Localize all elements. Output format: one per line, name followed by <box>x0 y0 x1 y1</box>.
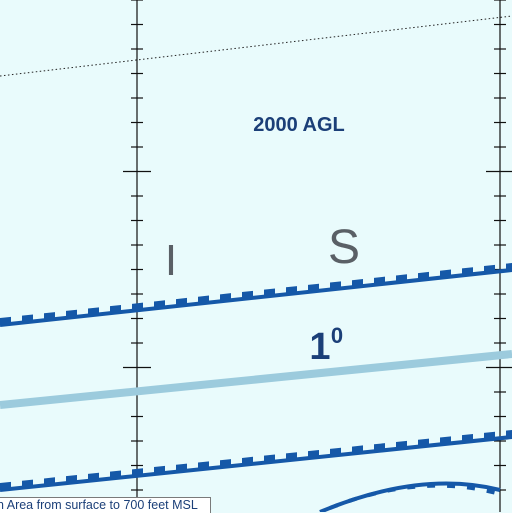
boundary-tooth <box>176 463 187 472</box>
boundary-tooth <box>352 279 363 288</box>
boundary-tooth <box>396 274 407 283</box>
boundary-tooth <box>22 314 33 323</box>
boundary-tooth <box>396 440 407 450</box>
place-letter-i: I <box>165 236 177 285</box>
boundary-tooth <box>22 479 33 488</box>
boundary-tooth <box>484 264 495 274</box>
place-letter-s: S <box>328 221 360 274</box>
boundary-tooth <box>198 295 209 304</box>
boundary-tooth <box>462 267 473 276</box>
boundary-tooth <box>242 290 253 300</box>
boundary-tooth <box>88 472 99 481</box>
boundary-tooth <box>220 293 231 302</box>
boundary-tooth <box>374 276 385 285</box>
degree-minor-label: 0 <box>331 323 343 348</box>
airspace-boundary-upper <box>0 262 512 327</box>
boundary-tooth <box>264 454 275 463</box>
boundary-tooth <box>132 302 143 311</box>
altitude-label: 2000 AGL <box>253 114 345 136</box>
boundary-tooth <box>154 300 165 309</box>
boundary-tooth <box>44 477 55 486</box>
boundary-tooth <box>484 431 495 440</box>
boundary-tooth <box>506 429 512 438</box>
airway-line <box>0 350 512 409</box>
boundary-tooth <box>220 459 231 468</box>
airspace-arc-teeth <box>329 483 501 510</box>
boundary-tooth <box>0 481 11 490</box>
degree-major-label: 1 <box>309 326 330 368</box>
boundary-tooth <box>132 468 143 477</box>
grid-ticks-left <box>123 0 151 491</box>
dotted-boundary-line <box>0 15 512 77</box>
boundary-tooth <box>418 271 429 281</box>
boundary-tooth <box>154 465 165 475</box>
boundary-tooth <box>176 297 187 307</box>
boundary-tooth <box>506 262 512 271</box>
boundary-tooth <box>440 269 451 278</box>
boundary-tooth <box>44 312 55 321</box>
boundary-tooth <box>286 452 297 461</box>
boundary-tooth <box>330 281 341 290</box>
boundary-tooth <box>66 309 77 318</box>
area-note-box: n Area from surface to 700 feet MSL <box>0 497 211 513</box>
boundary-tooth <box>352 445 363 454</box>
boundary-tooth <box>374 443 385 452</box>
boundary-tooth <box>198 461 209 470</box>
boundary-tooth <box>330 447 341 456</box>
boundary-tooth <box>0 316 11 325</box>
boundary-tooth <box>110 305 121 314</box>
boundary-tooth <box>66 475 77 484</box>
boundary-tooth <box>462 434 473 443</box>
boundary-tooth <box>308 449 319 459</box>
boundary-tooth <box>110 470 121 479</box>
boundary-tooth <box>308 283 319 292</box>
boundary-tooth <box>242 456 253 465</box>
boundary-tooth <box>286 286 297 295</box>
boundary-tooth <box>88 307 99 316</box>
boundary-tooth <box>440 436 451 445</box>
grid-ticks-right <box>486 0 512 491</box>
boundary-tooth <box>264 288 275 297</box>
airspace-boundary-lower <box>0 429 512 492</box>
boundary-tooth <box>418 438 429 447</box>
